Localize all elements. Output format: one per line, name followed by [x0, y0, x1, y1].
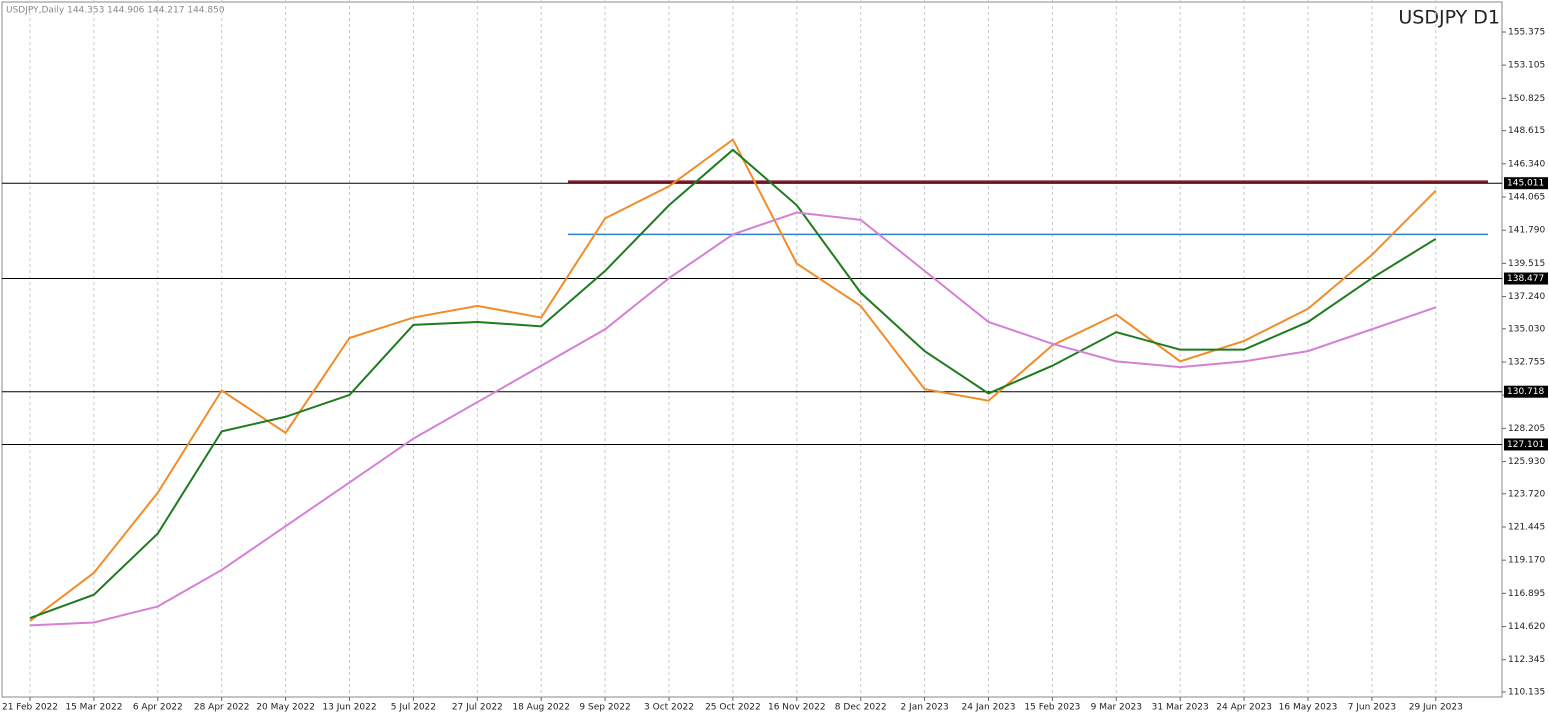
x-tick-label: 18 Aug 2022 — [512, 703, 570, 713]
y-tick-label: 112.345 — [1508, 655, 1545, 665]
y-tick-label: 146.340 — [1508, 159, 1545, 169]
x-tick-label: 7 Jun 2023 — [1348, 703, 1396, 713]
y-tick-label: 135.030 — [1508, 324, 1545, 334]
y-tick-label: 132.755 — [1508, 357, 1545, 367]
x-tick-label: 25 Oct 2022 — [705, 703, 761, 713]
x-tick-label: 27 Jul 2022 — [452, 703, 503, 713]
level-tag — [1504, 272, 1548, 285]
level-label: 127.101 — [1507, 440, 1544, 450]
series-line — [29, 148, 1437, 620]
plot-frame — [1, 1, 1503, 698]
x-tick-label: 24 Jan 2023 — [962, 703, 1016, 713]
level-tag — [1504, 438, 1548, 451]
header: USDJPY,Daily 144.353 144.906 144.217 144… — [6, 6, 225, 16]
x-tick-label: 24 Apr 2023 — [1216, 703, 1272, 713]
x-tick-label: 20 May 2022 — [256, 703, 315, 713]
y-tick-label: 137.240 — [1508, 292, 1545, 302]
y-tick-label: 155.375 — [1508, 28, 1545, 38]
x-tick-label: 28 Apr 2022 — [194, 703, 250, 713]
y-tick-label: 128.205 — [1508, 424, 1545, 434]
y-tick-label: 150.825 — [1508, 94, 1545, 104]
x-tick-label: 16 Nov 2022 — [768, 703, 826, 713]
x-tick-label: 15 Mar 2022 — [65, 703, 122, 713]
level-tag — [1504, 177, 1548, 190]
x-tick-label: 15 Feb 2023 — [1024, 703, 1080, 713]
level-label: 145.011 — [1507, 179, 1544, 189]
y-tick-label: 110.135 — [1508, 687, 1545, 697]
x-tick-label: 9 Sep 2022 — [579, 703, 630, 713]
y-tick-label: 121.445 — [1508, 522, 1545, 532]
x-tick-label: 2 Jan 2023 — [900, 703, 948, 713]
x-tick-label: 21 Feb 2022 — [2, 703, 58, 713]
x-tick-label: 9 Mar 2023 — [1091, 703, 1142, 713]
y-tick-label: 144.065 — [1508, 193, 1545, 203]
y-tick-label: 119.170 — [1508, 556, 1545, 566]
series-line — [29, 211, 1437, 627]
x-tick-label: 6 Apr 2022 — [133, 703, 183, 713]
x-tick-label: 3 Oct 2022 — [644, 703, 694, 713]
level-label: 138.477 — [1507, 274, 1544, 284]
level-label: 130.718 — [1507, 387, 1544, 397]
x-tick-label: 31 Mar 2023 — [1152, 703, 1209, 713]
x-tick-label: 29 Jun 2023 — [1409, 703, 1463, 713]
y-tick-label: 148.615 — [1508, 126, 1545, 136]
chart-title: USDJPY D1 — [1398, 7, 1500, 29]
y-tick-label: 116.895 — [1508, 589, 1545, 599]
y-tick-label: 114.620 — [1508, 622, 1545, 632]
level-tag — [1504, 385, 1548, 398]
y-tick-label: 139.515 — [1508, 259, 1545, 269]
x-tick-label: 13 Jun 2022 — [322, 703, 376, 713]
y-tick-label: 125.930 — [1508, 457, 1545, 467]
y-tick-label: 153.105 — [1508, 61, 1545, 71]
y-tick-label: 123.720 — [1508, 489, 1545, 499]
y-tick-label: 141.790 — [1508, 226, 1545, 236]
x-tick-label: 8 Dec 2022 — [835, 703, 887, 713]
series-line — [29, 138, 1437, 622]
x-tick-label: 5 Jul 2022 — [391, 703, 436, 713]
x-tick-label: 16 May 2023 — [1279, 703, 1338, 713]
